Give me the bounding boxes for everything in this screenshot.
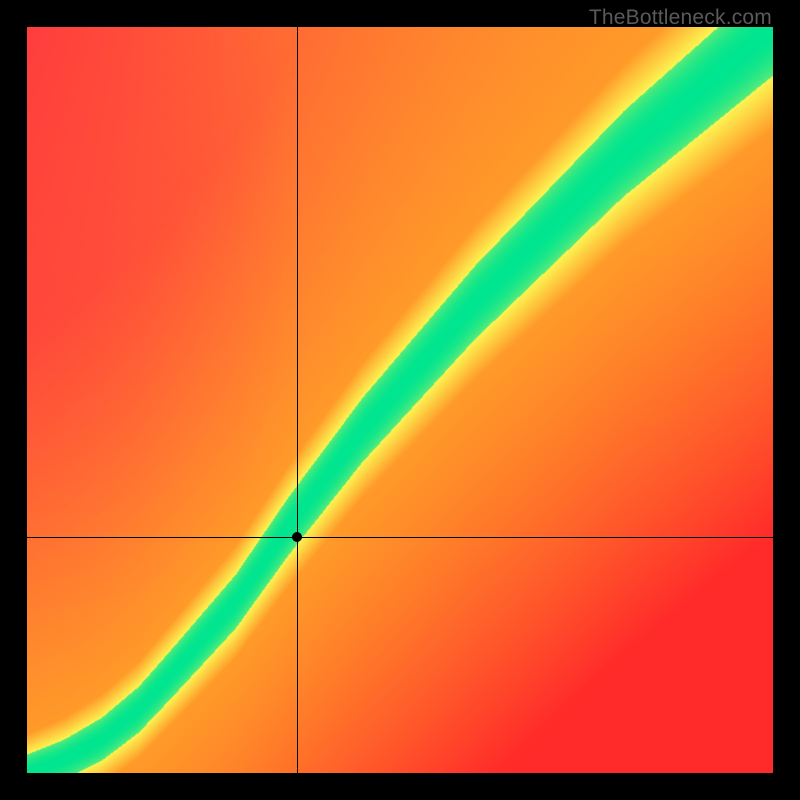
attribution-watermark: TheBottleneck.com (589, 6, 772, 30)
heatmap-canvas (27, 27, 773, 773)
bottleneck-heatmap (27, 27, 773, 773)
crosshair-horizontal (27, 537, 773, 538)
selected-config-dot (292, 532, 302, 542)
crosshair-vertical (297, 27, 298, 773)
